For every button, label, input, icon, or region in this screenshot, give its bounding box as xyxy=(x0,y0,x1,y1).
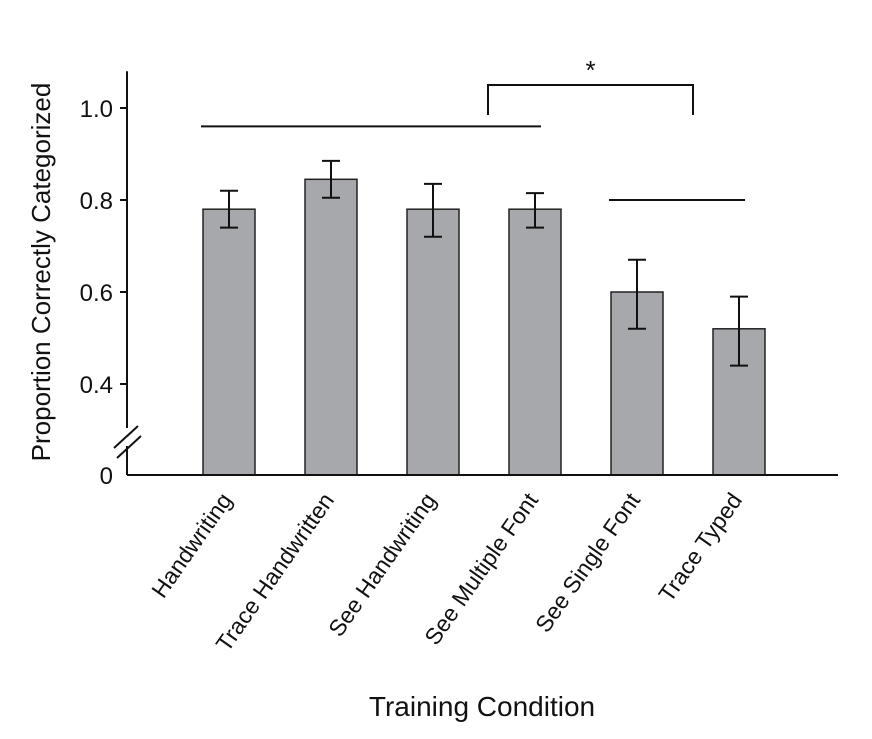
error-bars-layer xyxy=(220,159,748,367)
y-ticks: 0.4 0.6 0.8 1.0 xyxy=(80,96,127,399)
axis-break-mark xyxy=(113,425,139,449)
y-tick-label: 1.0 xyxy=(80,96,113,123)
x-tick-label: See Handwriting xyxy=(323,488,441,641)
y-axis-label: Proportion Correctly Categorized xyxy=(26,83,56,462)
error-bar xyxy=(424,182,442,238)
y-tick-label: 0.6 xyxy=(80,280,113,307)
x-tick-label: Trace Typed xyxy=(653,488,747,607)
x-tick-label: See Single Font xyxy=(530,487,646,636)
bar xyxy=(406,208,460,476)
bar xyxy=(508,208,562,476)
y-tick-label: 0.8 xyxy=(80,188,113,215)
x-tick-label: Handwriting xyxy=(146,488,237,602)
y-tick-label: 0.4 xyxy=(80,372,113,399)
bars-layer xyxy=(202,178,766,476)
error-bar xyxy=(322,159,340,199)
error-bar xyxy=(220,189,238,229)
significance-star: * xyxy=(585,55,595,85)
significance-bracket xyxy=(487,84,694,115)
axis-break-mark xyxy=(116,435,142,459)
bar xyxy=(304,178,358,476)
x-tick-label: See Multiple Font xyxy=(419,487,543,649)
annotations-layer: * xyxy=(201,55,745,201)
bar xyxy=(202,208,256,476)
x-axis-label: Training Condition xyxy=(369,691,595,722)
axis-break-icon xyxy=(113,425,142,459)
error-bar xyxy=(628,258,646,330)
y-origin-label: 0 xyxy=(100,463,113,490)
error-bar xyxy=(526,192,544,229)
error-bar xyxy=(730,295,748,367)
